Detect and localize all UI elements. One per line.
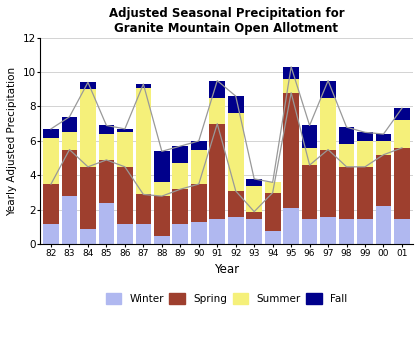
Bar xyxy=(173,163,188,189)
Bar xyxy=(43,138,59,184)
Bar xyxy=(339,167,354,218)
Bar xyxy=(302,148,318,165)
Bar xyxy=(302,125,318,148)
Bar xyxy=(62,196,77,244)
Bar xyxy=(302,165,318,218)
Bar xyxy=(247,186,262,212)
Bar xyxy=(265,193,281,231)
Bar xyxy=(99,125,114,134)
Bar xyxy=(43,129,59,138)
Bar xyxy=(62,117,77,132)
Bar xyxy=(394,148,410,218)
Bar xyxy=(191,184,207,222)
Bar xyxy=(136,194,151,224)
Bar xyxy=(265,182,281,193)
Bar xyxy=(265,231,281,244)
Bar xyxy=(136,88,151,194)
Bar xyxy=(173,224,188,244)
Bar xyxy=(210,80,225,98)
Bar xyxy=(375,141,391,155)
Legend: Winter, Spring, Summer, Fall: Winter, Spring, Summer, Fall xyxy=(104,291,349,306)
Bar xyxy=(80,167,96,229)
Y-axis label: Yearly Adjusted Precipitation: Yearly Adjusted Precipitation xyxy=(7,66,17,216)
Bar xyxy=(210,124,225,218)
Bar xyxy=(62,132,77,149)
Bar xyxy=(80,89,96,167)
Bar xyxy=(357,141,373,167)
Bar xyxy=(191,149,207,184)
X-axis label: Year: Year xyxy=(214,263,239,276)
Bar xyxy=(247,212,262,218)
Bar xyxy=(228,191,244,217)
Bar xyxy=(375,155,391,206)
Bar xyxy=(247,179,262,186)
Bar xyxy=(210,98,225,124)
Title: Adjusted Seasonal Precipitation for
Granite Mountain Open Allotment: Adjusted Seasonal Precipitation for Gran… xyxy=(109,7,344,35)
Bar xyxy=(375,206,391,244)
Bar xyxy=(136,84,151,88)
Bar xyxy=(339,127,354,145)
Bar xyxy=(357,167,373,218)
Bar xyxy=(247,218,262,244)
Bar xyxy=(117,129,133,132)
Bar xyxy=(339,145,354,167)
Bar xyxy=(394,218,410,244)
Bar xyxy=(283,93,299,208)
Bar xyxy=(394,120,410,148)
Bar xyxy=(302,218,318,244)
Bar xyxy=(210,218,225,244)
Bar xyxy=(357,218,373,244)
Bar xyxy=(154,182,170,196)
Bar xyxy=(117,167,133,224)
Bar xyxy=(173,189,188,224)
Bar xyxy=(320,149,336,217)
Bar xyxy=(99,134,114,160)
Bar xyxy=(99,203,114,244)
Bar xyxy=(117,224,133,244)
Bar xyxy=(320,98,336,149)
Bar xyxy=(117,132,133,167)
Bar xyxy=(136,224,151,244)
Bar xyxy=(191,222,207,244)
Bar xyxy=(154,236,170,244)
Bar xyxy=(339,218,354,244)
Bar xyxy=(80,82,96,89)
Bar xyxy=(173,146,188,163)
Bar xyxy=(394,108,410,120)
Bar xyxy=(320,217,336,244)
Bar xyxy=(320,80,336,98)
Bar xyxy=(62,149,77,196)
Bar xyxy=(228,113,244,191)
Bar xyxy=(357,132,373,141)
Bar xyxy=(375,134,391,141)
Bar xyxy=(154,151,170,182)
Bar xyxy=(43,224,59,244)
Bar xyxy=(283,67,299,79)
Bar xyxy=(154,196,170,236)
Bar xyxy=(283,79,299,93)
Bar xyxy=(283,208,299,244)
Bar xyxy=(43,184,59,224)
Bar xyxy=(99,160,114,203)
Bar xyxy=(80,229,96,244)
Bar xyxy=(191,141,207,149)
Bar xyxy=(228,217,244,244)
Bar xyxy=(228,96,244,113)
